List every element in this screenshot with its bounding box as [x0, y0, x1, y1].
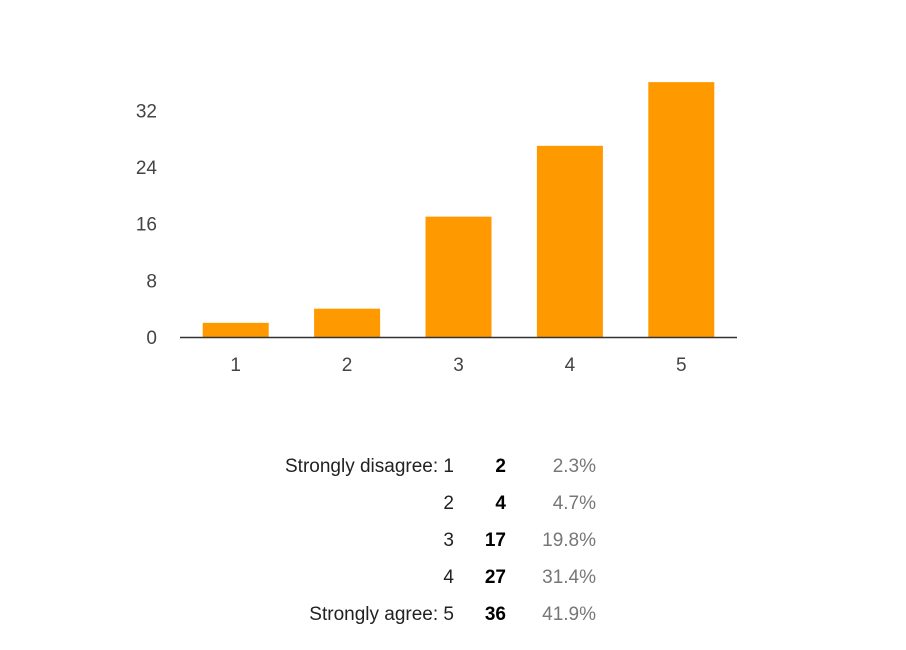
summary-row-percent: 41.9%	[542, 604, 596, 625]
response-summary-table: Strongly disagree: 1 2 2.3% 2 4 4.7% 3 1…	[230, 448, 596, 633]
bar-chart: 0 8 16 24 32 1 2 3 4 5	[136, 82, 737, 376]
summary-row: 2 4 4.7%	[230, 485, 596, 522]
bar-1	[202, 322, 269, 337]
bar-2	[314, 308, 381, 337]
y-tick-label: 32	[136, 101, 157, 122]
x-tick-label: 1	[230, 355, 241, 376]
summary-row-percent: 31.4%	[542, 567, 596, 588]
y-tick-label: 0	[146, 328, 157, 349]
summary-row-count: 17	[484, 530, 506, 551]
y-tick-label: 24	[136, 158, 158, 179]
summary-row-label: Strongly agree: 5	[309, 604, 454, 625]
summary-row: Strongly disagree: 1 2 2.3%	[230, 448, 596, 485]
summary-row: 4 27 31.4%	[230, 559, 596, 596]
x-axis-ticks: 1 2 3 4 5	[230, 355, 686, 376]
x-tick-label: 4	[565, 355, 576, 376]
summary-row-count: 2	[495, 456, 506, 477]
x-tick-label: 5	[676, 355, 687, 376]
x-tick-label: 2	[342, 355, 353, 376]
summary-row-label: Strongly disagree: 1	[285, 456, 454, 477]
summary-row-count: 36	[484, 604, 506, 625]
summary-row-percent: 4.7%	[552, 493, 596, 514]
y-axis-ticks: 0 8 16 24 32	[136, 101, 158, 349]
y-tick-label: 16	[136, 215, 157, 236]
summary-row-percent: 2.3%	[552, 456, 596, 477]
y-tick-label: 8	[146, 271, 157, 292]
summary-row-count: 4	[495, 493, 506, 514]
bars	[202, 82, 715, 338]
summary-row: Strongly agree: 5 36 41.9%	[230, 596, 596, 633]
summary-row: 3 17 19.8%	[230, 522, 596, 559]
summary-row-count: 27	[484, 567, 506, 588]
bar-4	[536, 145, 603, 337]
summary-row-label: 3	[443, 530, 454, 551]
x-tick-label: 3	[453, 355, 464, 376]
summary-row-label: 4	[443, 567, 454, 588]
summary-row-label: 2	[443, 493, 454, 514]
bar-3	[425, 216, 492, 337]
summary-row-percent: 19.8%	[542, 530, 596, 551]
bar-5	[648, 82, 715, 338]
